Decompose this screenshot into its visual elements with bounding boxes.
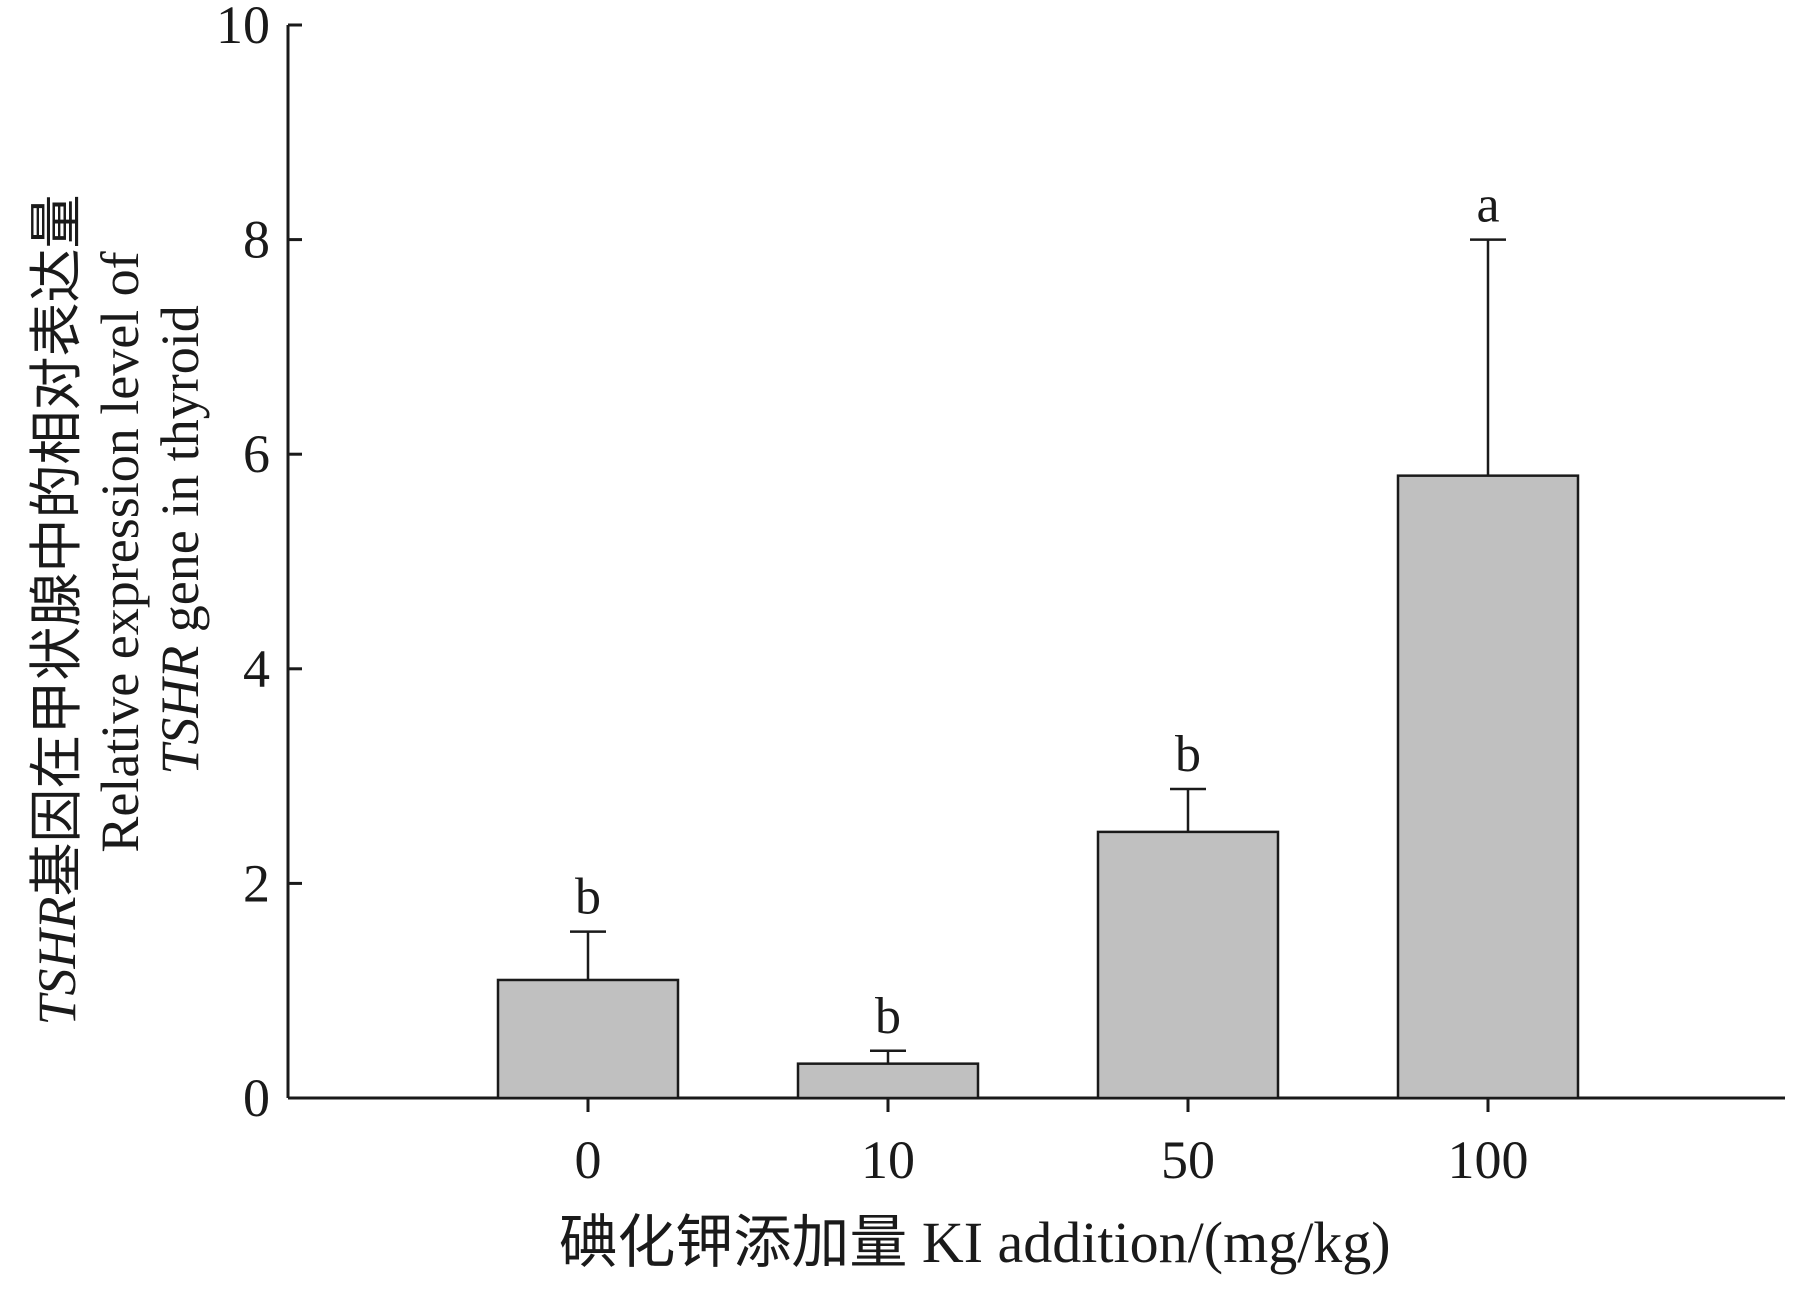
y-axis-title-chinese: 基因在甲状腺中的相对表达量: [27, 194, 87, 896]
x-tick-label: 50: [1161, 1130, 1215, 1190]
significance-label-0: b: [575, 869, 601, 926]
y-tick-label: 8: [243, 210, 270, 270]
x-tick-label: 0: [575, 1130, 602, 1190]
y-tick-label: 2: [243, 853, 270, 913]
significance-label-50: b: [1175, 726, 1201, 783]
y-tick-label: 0: [243, 1068, 270, 1128]
y-axis-title-line-1: TSHR基因在甲状腺中的相对表达量: [27, 194, 87, 1025]
x-tick-label: 100: [1448, 1130, 1529, 1190]
x-tick-label: 10: [861, 1130, 915, 1190]
y-axis-title-english-rest: gene in thyroid: [150, 305, 210, 645]
significance-label-100: a: [1476, 177, 1499, 234]
y-axis-title-gene: TSHR: [27, 896, 87, 1025]
bar-100: [1396, 474, 1580, 1100]
significance-label-10: b: [875, 988, 901, 1045]
y-axis-title-line-3: TSHR gene in thyroid: [150, 305, 210, 774]
y-tick-label: 6: [243, 424, 270, 484]
y-tick-label: 10: [216, 0, 270, 55]
bars: b b b a: [496, 177, 1580, 1100]
bar-0: [496, 978, 680, 1100]
y-axis-title-line-2: Relative expression level of: [90, 251, 150, 852]
y-tick-label: 4: [243, 639, 270, 699]
bar-10: [796, 1062, 980, 1100]
bar-50: [1096, 830, 1280, 1100]
axis-labels: 碘化钾添加量 KI addition/(mg/kg) TSHR基因在甲状腺中的相…: [27, 194, 1391, 1275]
x-axis-title: 碘化钾添加量 KI addition/(mg/kg): [559, 1210, 1390, 1275]
y-axis-title-gene-2: TSHR: [150, 646, 210, 775]
